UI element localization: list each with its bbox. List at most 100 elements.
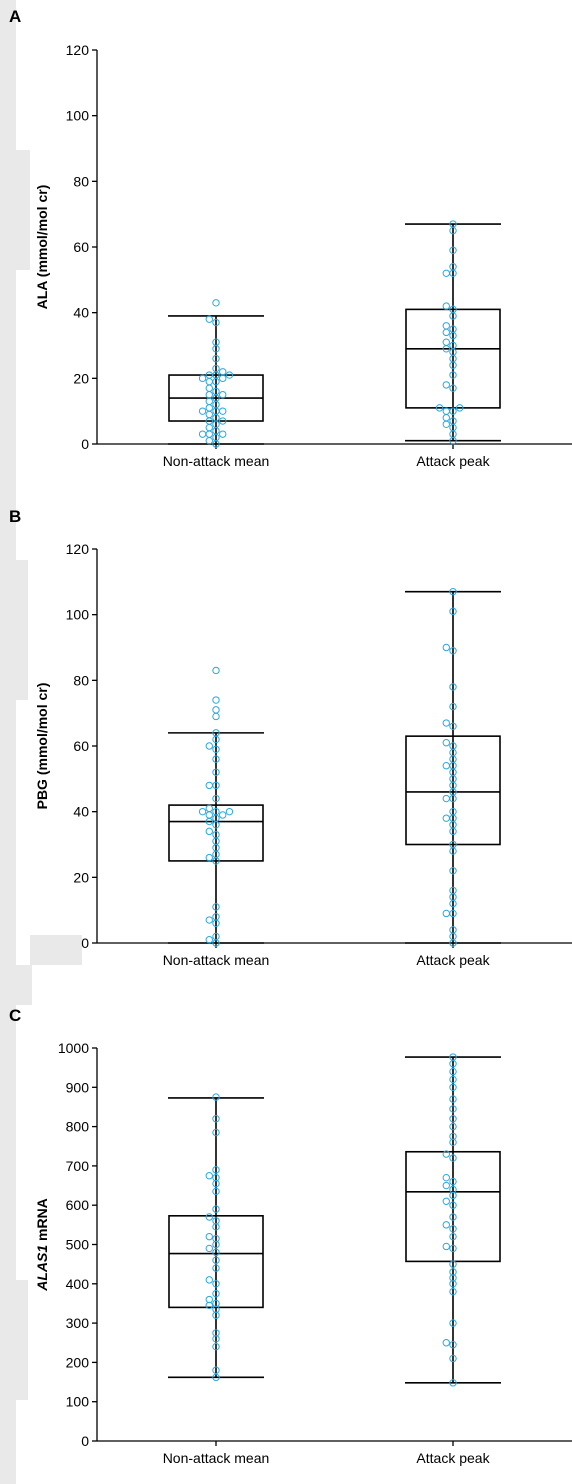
data-point — [442, 719, 450, 727]
data-point — [212, 1187, 220, 1196]
data-point — [205, 315, 213, 323]
data-point — [225, 807, 234, 816]
data-point — [205, 384, 213, 392]
y-tick-label: 40 — [73, 305, 89, 321]
panel-letter: C — [9, 1006, 21, 1025]
y-axis-title-part: mRNA — [34, 1198, 50, 1245]
data-point — [212, 712, 220, 721]
data-point — [442, 338, 450, 346]
data-point — [212, 1373, 220, 1382]
y-tick-label: 0 — [81, 1433, 89, 1449]
data-point — [212, 1223, 220, 1231]
y-tick-label: 100 — [66, 108, 90, 124]
data-point — [212, 1329, 220, 1337]
y-axis-title: ALA (mmol/mol cr) — [34, 185, 50, 310]
data-point — [442, 762, 450, 770]
data-point — [449, 1132, 457, 1141]
y-tick-label: 100 — [66, 1394, 90, 1410]
data-point — [442, 794, 450, 803]
data-point — [212, 299, 220, 307]
data-point — [205, 404, 213, 412]
data-point — [449, 1201, 457, 1209]
data-point — [205, 437, 213, 445]
data-point — [449, 305, 457, 314]
data-point — [212, 706, 220, 714]
data-point — [449, 371, 457, 379]
data-point — [442, 1221, 450, 1229]
data-point — [449, 1154, 457, 1162]
x-category-label: Non-attack mean — [163, 952, 270, 968]
data-point — [442, 1339, 450, 1347]
data-point — [205, 1301, 213, 1310]
data-point — [205, 1244, 213, 1253]
background-watermark — [0, 0, 82, 1484]
y-tick-label: 120 — [66, 541, 90, 557]
data-point — [219, 391, 227, 399]
data-point — [449, 1115, 457, 1123]
data-point — [205, 827, 213, 836]
iqr-box — [405, 735, 501, 846]
data-point — [442, 814, 450, 822]
y-tick-label: 80 — [73, 672, 89, 688]
data-point — [205, 371, 213, 379]
data-point — [219, 374, 227, 383]
data-point — [212, 755, 220, 763]
data-point — [442, 643, 450, 652]
data-point — [442, 420, 450, 428]
data-point — [205, 916, 213, 924]
data-point — [212, 338, 220, 346]
data-point — [212, 1264, 220, 1272]
data-point — [449, 886, 457, 895]
data-point — [205, 1172, 213, 1180]
data-point — [449, 1354, 457, 1363]
y-axis-title-part: ALAS1 — [34, 1245, 50, 1292]
data-point — [225, 371, 234, 379]
panel-c: C 0 100 200 300 400 500 600 700 800 900 1000 ALAS1 m… — [9, 1006, 572, 1466]
data-point — [449, 1268, 457, 1276]
data-point — [442, 1173, 450, 1182]
data-point — [449, 1287, 457, 1296]
iqr-box — [168, 1215, 264, 1309]
data-point — [212, 666, 220, 675]
data-point — [449, 1122, 457, 1131]
y-tick-label: 200 — [66, 1354, 90, 1370]
data-point — [449, 683, 457, 691]
data-point — [449, 1260, 457, 1268]
data-point — [449, 1191, 457, 1200]
data-point — [212, 1305, 220, 1314]
data-point — [442, 381, 450, 389]
data-point — [449, 325, 457, 333]
data-point — [205, 804, 213, 813]
data-point — [198, 807, 207, 816]
data-point — [212, 1115, 220, 1123]
data-point — [212, 1093, 220, 1101]
data-point — [205, 811, 213, 819]
data-point — [449, 587, 457, 596]
data-point — [205, 936, 213, 944]
x-category-label: Attack peak — [416, 1450, 490, 1466]
data-point — [449, 867, 457, 875]
data-point — [449, 1280, 457, 1288]
data-point — [449, 417, 457, 425]
data-point — [449, 742, 457, 750]
data-point — [212, 913, 220, 921]
data-point — [442, 1197, 450, 1205]
data-point — [219, 417, 227, 425]
y-tick-label: 60 — [73, 239, 89, 255]
data-point — [205, 853, 213, 862]
series-attack-peak — [405, 587, 501, 947]
data-point — [205, 430, 213, 438]
data-point — [212, 1299, 220, 1308]
data-point — [449, 246, 457, 254]
y-axis-title-part: PBG (mmol/mol cr) — [34, 683, 50, 810]
panel-b: B 0 20 40 60 80 100 120 PBG (mmol/mol cr) Non-att… — [9, 507, 572, 968]
series-non-attack-mean — [168, 1093, 264, 1382]
data-point — [212, 1234, 220, 1243]
data-point — [219, 430, 227, 438]
panel-letter: A — [9, 7, 21, 26]
data-point — [449, 1105, 457, 1113]
data-point — [212, 1366, 220, 1374]
y-tick-label: 0 — [81, 935, 89, 951]
data-point — [449, 220, 457, 228]
y-tick-label: 20 — [73, 370, 89, 386]
